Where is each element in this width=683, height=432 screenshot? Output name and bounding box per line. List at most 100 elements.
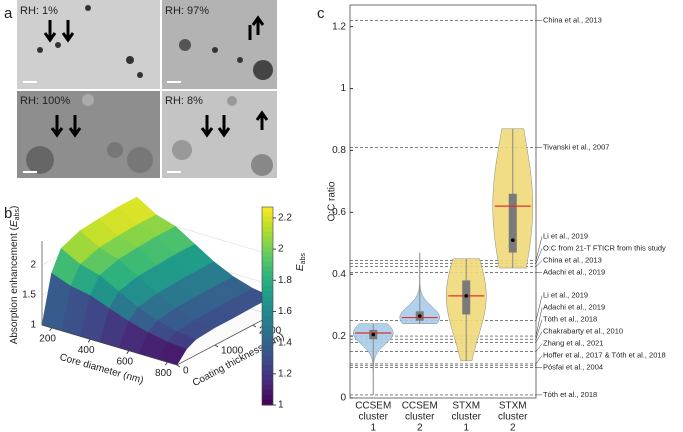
tick-mark: [49, 327, 53, 332]
colorbar-segment: [262, 385, 273, 391]
y-tick-label: 0.8: [332, 145, 346, 156]
image-label: RH: 8%: [165, 95, 203, 107]
mean: [417, 314, 422, 318]
tick-mark: [126, 350, 130, 354]
colorbar-segment: [262, 390, 273, 396]
colorbar-segment: [262, 375, 273, 381]
reference-label: Chakrabarty et al., 2010: [543, 327, 623, 336]
z-axis-label: Absorption enhancement (Eabs): [9, 206, 22, 345]
x-axis: [41, 324, 178, 366]
colorbar-segment: [262, 281, 273, 287]
x-tick-label: 2: [510, 423, 516, 432]
image-label: RH: 1%: [20, 5, 58, 17]
y-tick-label: 0.4: [332, 269, 346, 280]
reference-label: Zhang et al., 2021: [543, 339, 603, 348]
colorbar-segment: [262, 350, 273, 356]
colorbar-label-part: E: [295, 264, 306, 271]
colorbar-tick-label: 1.2: [278, 368, 292, 379]
colorbar-segment: [262, 365, 273, 371]
colorbar-segment: [262, 335, 273, 342]
z-axis-label-part: abs: [14, 209, 21, 221]
mean: [464, 294, 469, 298]
label-connector: [535, 248, 543, 264]
colorbar-segment: [262, 345, 273, 352]
colorbar-segment: [262, 276, 273, 282]
colorbar-segment: [262, 340, 273, 347]
label-connector: [535, 319, 543, 340]
colorbar-segment: [262, 286, 273, 292]
y-tick-label: 1: [340, 83, 346, 94]
colorbar-tick-label: 1: [278, 400, 284, 411]
reference-label: Pósfai et al., 2004: [543, 363, 603, 372]
colorbar-segment: [262, 251, 273, 257]
image-label: RH: 97%: [165, 5, 209, 17]
x-tick-label: CCSEM: [355, 401, 391, 412]
x-tick-label: 200: [39, 333, 56, 344]
colorbar-segment: [262, 266, 273, 272]
colorbar-segment: [262, 310, 273, 317]
label-connector: [535, 343, 543, 352]
colorbar-segment: [262, 296, 273, 302]
z-tick-label: 2: [30, 260, 36, 271]
plot-frame: [349, 4, 537, 399]
tick-mark: [214, 344, 219, 348]
y-tick-label: 0: [340, 393, 346, 404]
colorbar-segment: [262, 216, 273, 223]
z-axis-label-part: ): [9, 206, 20, 209]
colorbar-segment: [262, 261, 273, 267]
colorbar-tick-label: 2.2: [278, 213, 292, 224]
colorbar-tick-label: 1.8: [278, 275, 292, 286]
colorbar-segment: [262, 380, 273, 386]
tick-mark: [164, 361, 168, 366]
colorbar-tick-label: 1.6: [278, 306, 292, 317]
x-tick-label: 400: [78, 345, 95, 356]
colorbar-segment: [262, 256, 273, 262]
iqr-box: [508, 193, 517, 253]
reference-label: China et al., 2013: [543, 256, 602, 265]
colorbar-segment: [262, 400, 273, 406]
colorbar-segment: [262, 320, 273, 327]
colorbar-segment: [262, 207, 273, 213]
reference-label: O:C from 21-T FTICR from this study: [543, 244, 666, 253]
y-tick-label: 0.6: [332, 207, 346, 218]
reference-label: China et al., 2013: [543, 15, 602, 24]
colorbar-segment: [262, 291, 273, 297]
image-label: RH: 100%: [20, 95, 70, 107]
reference-label: Adachi et al., 2019: [543, 268, 605, 277]
colorbar-label: Eabs: [295, 253, 308, 271]
scale-bars: [23, 81, 181, 173]
label-connector: [535, 260, 543, 267]
colorbar-segment: [262, 395, 273, 401]
colorbar-segment: [262, 236, 273, 243]
y-tick-label: 0.2: [332, 331, 346, 342]
y-tick-label: 1.2: [332, 21, 346, 32]
colorbar-segment: [262, 271, 273, 277]
x-tick-label: CCSEM: [402, 401, 438, 412]
reference-label: Tóth et al., 2018: [543, 390, 597, 399]
particles: [26, 5, 273, 176]
y-tick-label: 0: [183, 366, 189, 377]
panel-label: a: [4, 5, 13, 22]
arrows: [43, 15, 269, 138]
colorbar-segment: [262, 325, 273, 332]
mean: [510, 238, 515, 242]
y-tick-label: 1000: [221, 346, 244, 357]
panel-label: c: [317, 5, 325, 22]
reference-label: Tivanski et al., 2007: [543, 142, 609, 151]
reference-label: Li et al., 2019: [543, 232, 588, 241]
reference-label: Li et al., 2019: [543, 291, 588, 300]
micrographs: RH: 1% RH: 97% RH: 100% RH: 8%: [17, 0, 277, 178]
z-tick-label: 1: [30, 320, 36, 331]
panel-label: b: [4, 205, 12, 222]
mean: [371, 332, 376, 337]
image: [17, 0, 160, 89]
label-connector: [535, 295, 543, 321]
colorbar-segment: [262, 221, 273, 228]
reference-label: Adachi et al., 2019: [543, 303, 605, 312]
label-connector: [535, 236, 543, 261]
z-axis-label-part: Absorption enhancement (: [9, 226, 20, 344]
colorbar-segment: [262, 355, 273, 361]
colorbar-segment: [262, 231, 273, 238]
colorbar-frame: [261, 206, 274, 406]
